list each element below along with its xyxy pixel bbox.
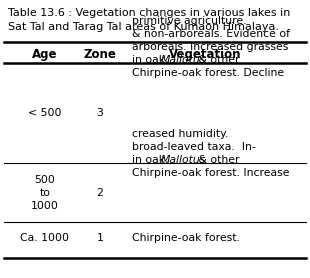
Text: Chirpine-oak forest.: Chirpine-oak forest. [132,233,240,243]
Text: broad-leaved taxa.  In-: broad-leaved taxa. In- [132,142,256,152]
Text: Ca. 1000: Ca. 1000 [20,233,69,243]
Text: creased humidity.: creased humidity. [132,129,228,139]
Text: < 500: < 500 [28,108,62,118]
Text: 3: 3 [96,108,104,118]
Text: & non-arboreals. Evidence of: & non-arboreals. Evidence of [132,29,290,39]
Text: primitive agriculture.: primitive agriculture. [132,16,246,26]
Text: Chirpine-oak forest. Decline: Chirpine-oak forest. Decline [132,68,284,78]
Text: arboreals. Increased grasses: arboreals. Increased grasses [132,42,288,52]
Text: 500
to
1000: 500 to 1000 [31,175,59,211]
Text: in oak,: in oak, [132,55,172,65]
Text: & other: & other [195,155,240,165]
Text: 2: 2 [96,188,104,198]
Text: Sat Tal and Tarag Tal areas of Kumaon Himalaya.: Sat Tal and Tarag Tal areas of Kumaon Hi… [8,22,279,32]
Text: Chirpine-oak forest. Increase: Chirpine-oak forest. Increase [132,168,290,178]
Text: Age: Age [32,48,58,61]
Text: in oak,: in oak, [132,155,172,165]
Text: Vegetation: Vegetation [169,48,241,61]
Text: & other: & other [195,55,240,65]
Text: Table 13.6 : Vegetation changes in various lakes in: Table 13.6 : Vegetation changes in vario… [8,8,290,18]
Text: 1: 1 [96,233,104,243]
Text: Zone: Zone [84,48,117,61]
Text: Mallotus: Mallotus [161,155,206,165]
Text: Mallotus: Mallotus [161,55,206,65]
